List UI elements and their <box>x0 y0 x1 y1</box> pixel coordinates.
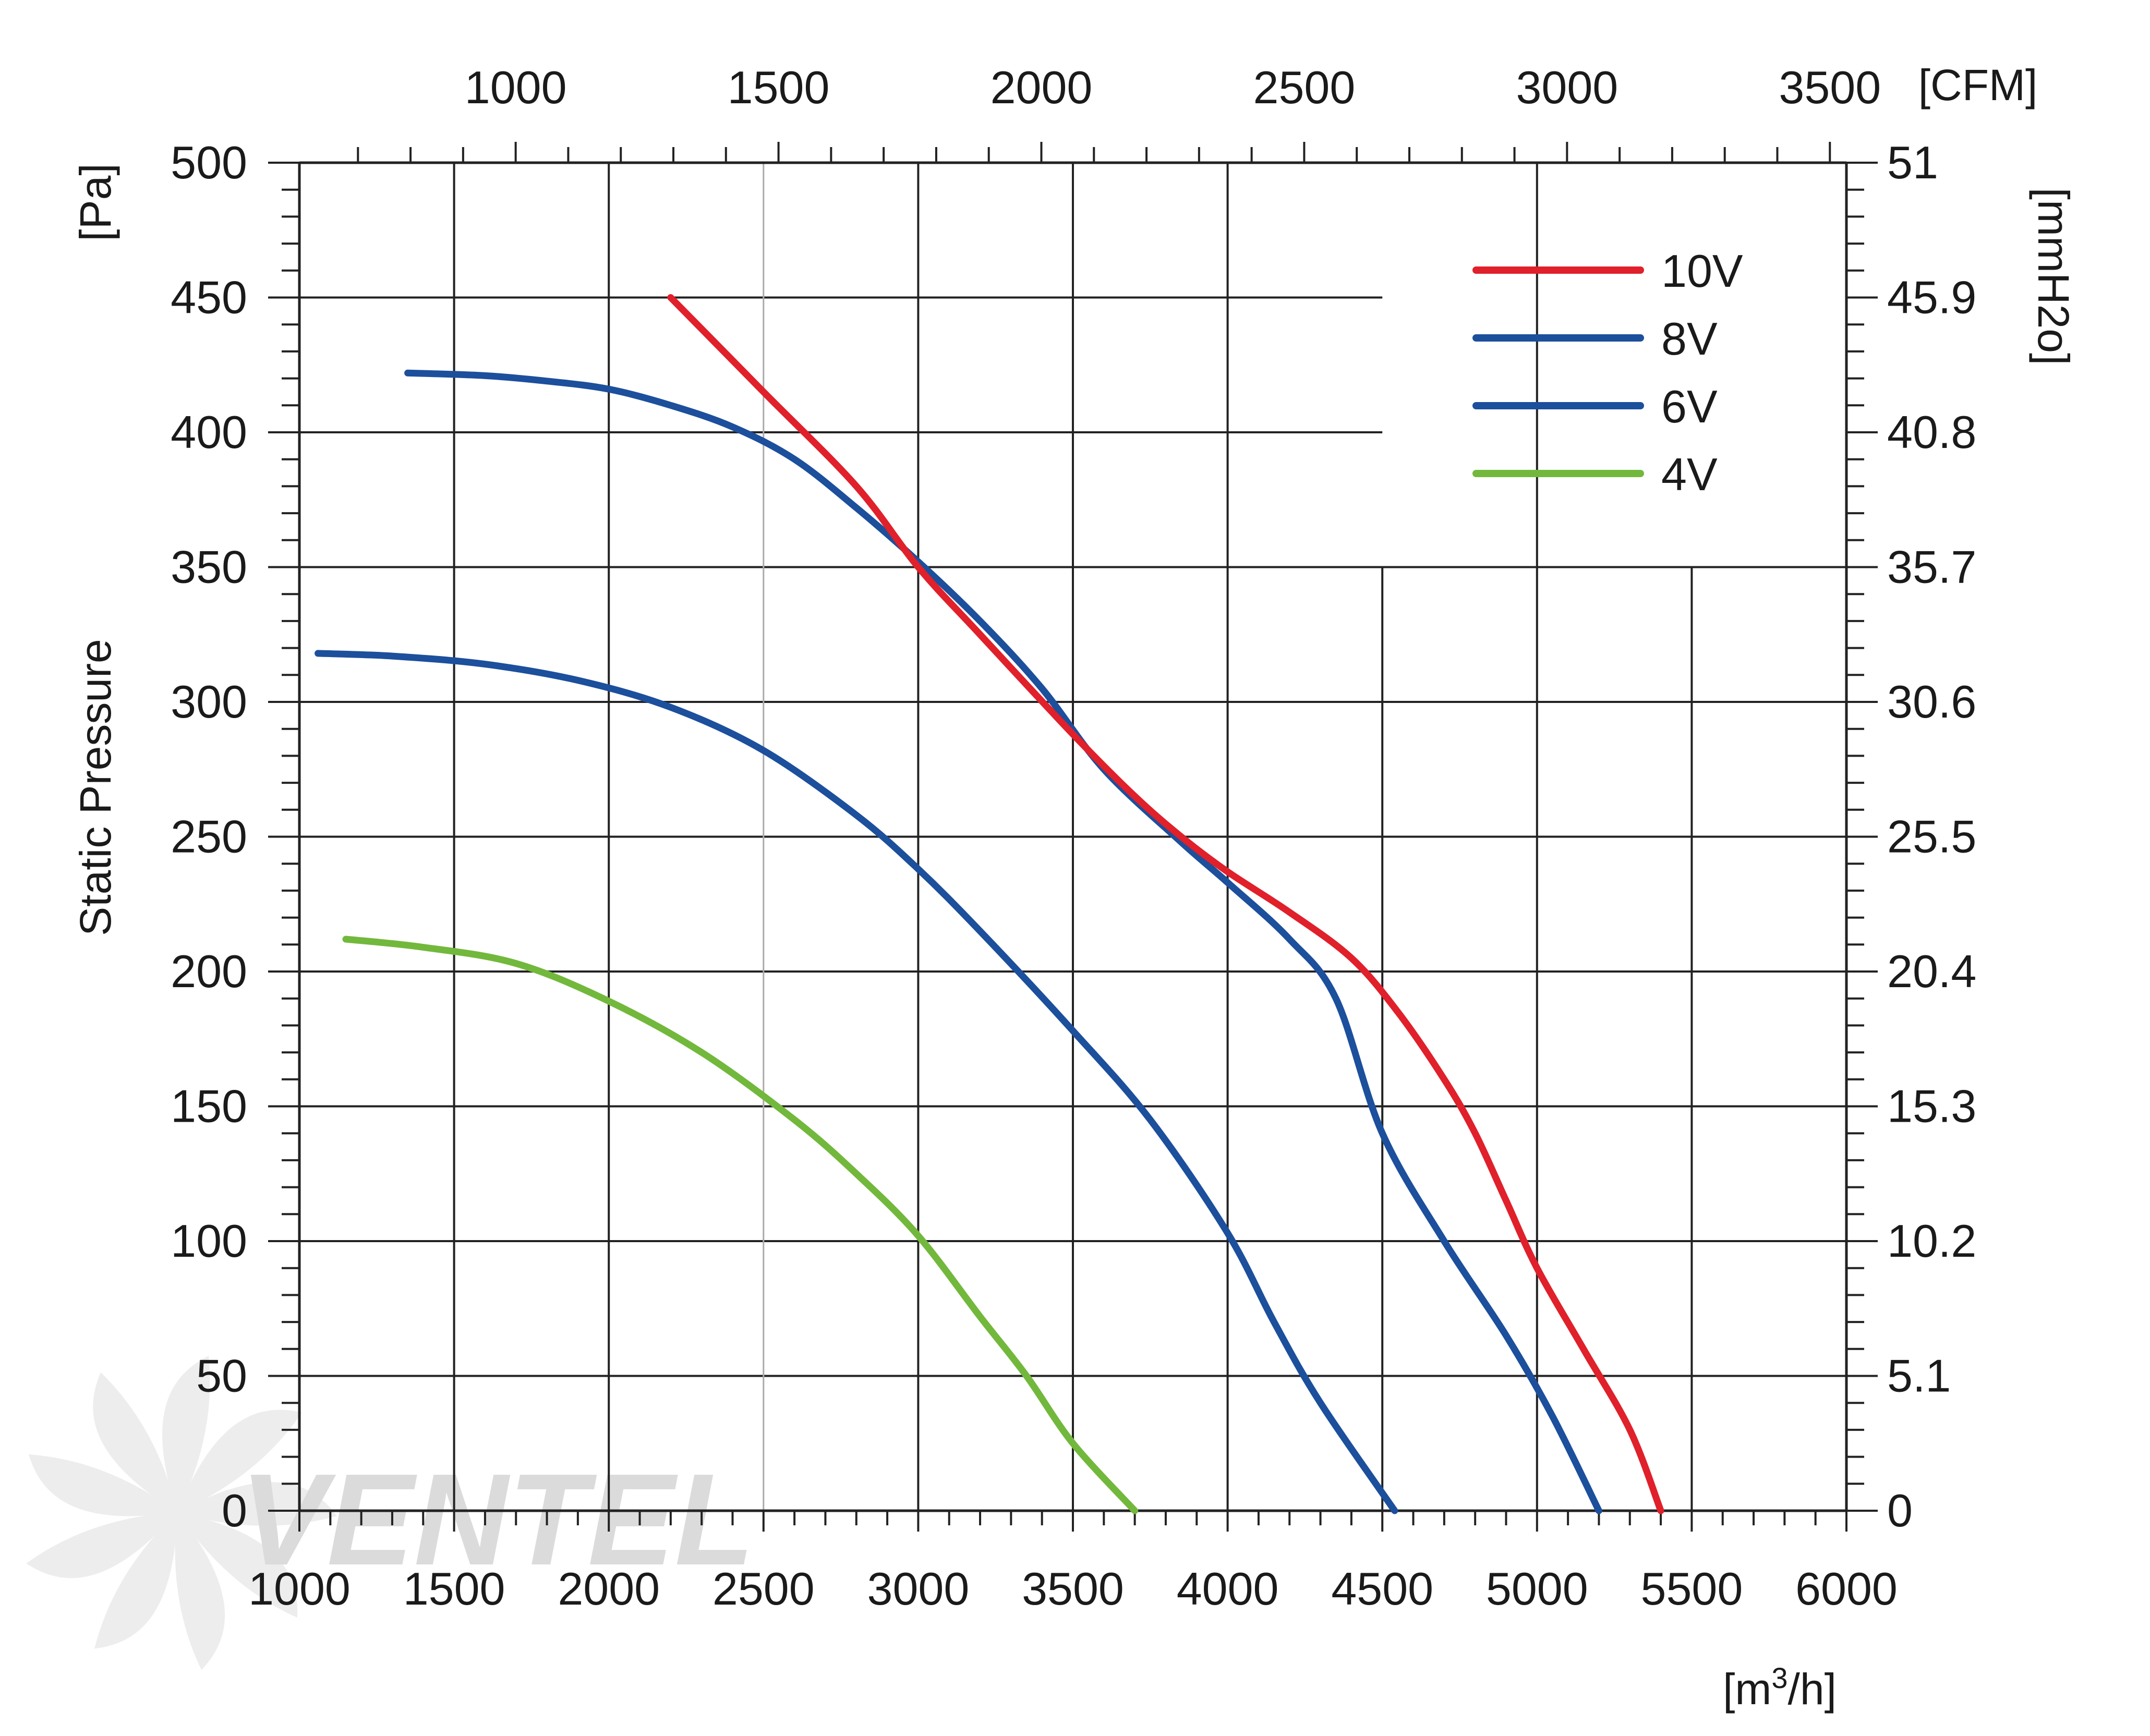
y-tick-label: 450 <box>171 272 247 323</box>
x-tick-label: 2000 <box>558 1563 660 1614</box>
legend-label-8v: 8V <box>1661 313 1718 365</box>
y-tick-label: 0 <box>222 1485 247 1536</box>
x-axis-title: [m3/h] <box>1723 1661 1837 1714</box>
y2-tick-label: 45.9 <box>1887 272 1976 323</box>
x-tick-label: 1500 <box>403 1563 505 1614</box>
series-lines <box>315 294 1664 1514</box>
x2-tick-label: 2500 <box>1253 62 1356 113</box>
y2-tick-label: 25.5 <box>1887 811 1976 863</box>
x2-tick-label: 3500 <box>1779 62 1881 113</box>
y2-tick-labels: 0 5.1 10.2 15.3 20.4 25.5 30.6 35.7 40.8 45.9 51 <box>1887 137 1976 1536</box>
series-line-6v <box>315 650 1398 1514</box>
watermark-logo: VENTEL <box>26 1356 754 1670</box>
legend-label-4v: 4V <box>1661 448 1718 500</box>
y-tick-label: 50 <box>196 1350 247 1402</box>
y2-axis-title: [mmH2o] <box>2029 188 2078 366</box>
legend: 10V 8V 6V 4V <box>1472 245 1743 500</box>
y2-tick-label: 15.3 <box>1887 1081 1976 1132</box>
x2-axis-title: [CFM] <box>1918 60 2038 110</box>
y2-tick-label: 40.8 <box>1887 406 1976 458</box>
y-tick-label: 250 <box>171 811 247 863</box>
legend-label-6v: 6V <box>1661 381 1718 432</box>
y-tick-label: 100 <box>171 1215 247 1267</box>
y-tick-label: 150 <box>171 1081 247 1132</box>
y2-tick-label: 10.2 <box>1887 1215 1976 1267</box>
x-axis-title-tail: /h] <box>1788 1665 1837 1714</box>
x-axis-title-main: [m <box>1723 1665 1771 1714</box>
x-tick-label: 5500 <box>1641 1563 1743 1614</box>
x-tick-label: 2500 <box>712 1563 815 1614</box>
x-tick-labels: 1000 1500 2000 2500 3000 3500 4000 4500 5000 5500… <box>248 1563 1898 1614</box>
y-tick-label: 200 <box>171 945 247 997</box>
y-axis-title: Static Pressure <box>71 639 120 936</box>
x-tick-label: 5000 <box>1486 1563 1588 1614</box>
series-line-8v <box>404 369 1602 1514</box>
x2-tick-label: 1000 <box>465 62 567 113</box>
y2-tick-label: 51 <box>1887 137 1938 188</box>
y2-tick-label: 30.6 <box>1887 676 1976 727</box>
y2-tick-label: 20.4 <box>1887 945 1976 997</box>
x-tick-label: 1000 <box>248 1563 351 1614</box>
x-axis-title-sup: 3 <box>1771 1661 1787 1694</box>
x-tick-label: 3000 <box>867 1563 970 1614</box>
y-tick-label: 350 <box>171 541 247 593</box>
series-line-4v <box>342 936 1139 1514</box>
y-axis-unit: [Pa] <box>71 163 120 241</box>
x2-tick-label: 2000 <box>991 62 1093 113</box>
fan-blades-icon <box>26 1356 337 1670</box>
y2-tick-label: 35.7 <box>1887 541 1976 593</box>
x-tick-label: 6000 <box>1795 1563 1898 1614</box>
watermark-text: VENTEL <box>240 1447 754 1592</box>
legend-label-10v: 10V <box>1661 245 1743 297</box>
x-tick-label: 3500 <box>1022 1563 1124 1614</box>
y-tick-label: 500 <box>171 137 247 188</box>
y-tick-label: 300 <box>171 676 247 727</box>
grid <box>298 162 1847 1512</box>
x-tick-label: 4500 <box>1331 1563 1433 1614</box>
x2-tick-label: 1500 <box>728 62 830 113</box>
y-tick-labels: 0 50 100 150 200 250 300 350 400 450 500 <box>171 137 247 1536</box>
x2-tick-label: 3000 <box>1516 62 1618 113</box>
x2-tick-labels: 1000 1500 2000 2500 3000 3500 <box>465 62 1881 113</box>
series-line-10v <box>667 294 1664 1514</box>
axes <box>268 142 1878 1532</box>
y2-tick-label: 5.1 <box>1887 1350 1951 1402</box>
y2-tick-label: 0 <box>1887 1485 1913 1536</box>
y-tick-label: 400 <box>171 406 247 458</box>
x-tick-label: 4000 <box>1177 1563 1279 1614</box>
